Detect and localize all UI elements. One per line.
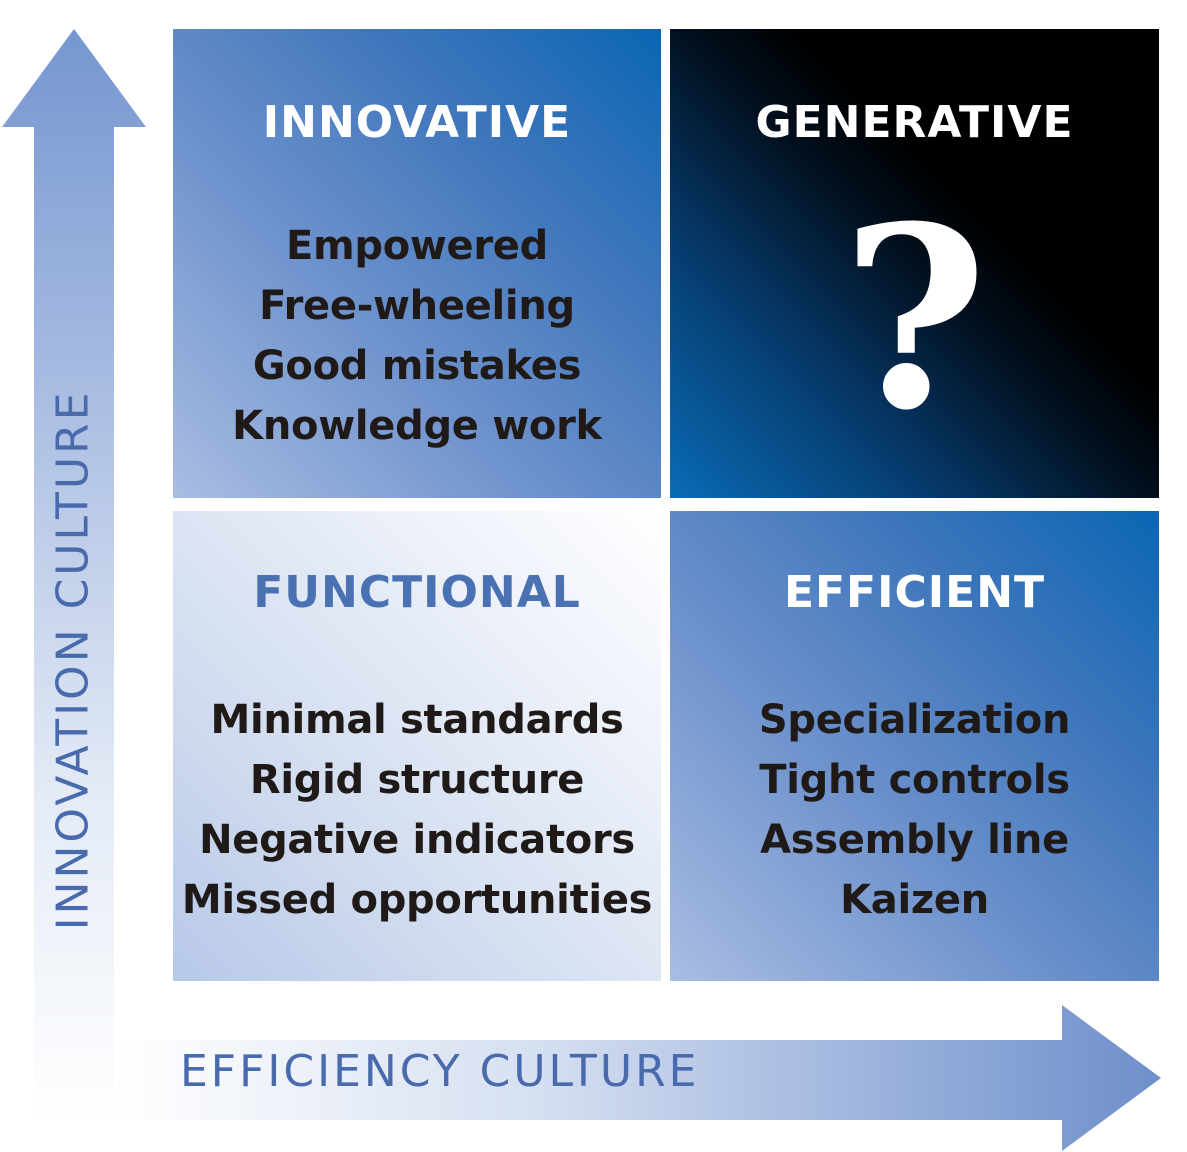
quadrant-items: Specialization Tight controls Assembly l… bbox=[758, 690, 1071, 930]
quadrant-item: Good mistakes bbox=[252, 343, 582, 389]
quadrant-item: Empowered bbox=[285, 223, 548, 269]
x-axis-label: EFFICIENCY CULTURE bbox=[180, 1046, 700, 1097]
y-axis-label: INNOVATION CULTURE bbox=[47, 389, 99, 931]
quadrant-item: Tight controls bbox=[759, 757, 1070, 803]
quadrant-item: Rigid structure bbox=[249, 757, 585, 803]
quadrant-items: Minimal standards Rigid structure Negati… bbox=[181, 690, 653, 930]
quadrant-items: Empowered Free-wheeling Good mistakes Kn… bbox=[232, 216, 602, 456]
quadrant-item: Free-wheeling bbox=[259, 283, 575, 329]
quadrant-item: Missed opportunities bbox=[181, 877, 653, 923]
x-axis-arrow bbox=[114, 1005, 1161, 1151]
quadrant-functional: FUNCTIONAL Minimal standards Rigid struc… bbox=[173, 511, 661, 981]
quadrant-title: EFFICIENT bbox=[783, 567, 1046, 618]
quadrant-innovative: INNOVATIVE Empowered Free-wheeling Good … bbox=[173, 29, 661, 498]
quadrant-item: Knowledge work bbox=[232, 403, 602, 449]
quadrant-generative: GENERATIVE ? bbox=[670, 29, 1159, 498]
quadrant-efficient: EFFICIENT Specialization Tight controls … bbox=[670, 511, 1159, 981]
question-mark-icon: ? bbox=[841, 171, 988, 465]
quadrant-item: Specialization bbox=[758, 697, 1071, 743]
quadrant-item: Kaizen bbox=[840, 877, 989, 923]
quadrant-title: FUNCTIONAL bbox=[253, 567, 581, 618]
quadrant-item: Minimal standards bbox=[210, 697, 624, 743]
y-axis-arrow bbox=[2, 29, 146, 1125]
quadrant-title: INNOVATIVE bbox=[262, 97, 572, 148]
quadrant-title: GENERATIVE bbox=[755, 97, 1074, 148]
quadrant-item: Negative indicators bbox=[199, 817, 635, 863]
quadrant-item: Assembly line bbox=[760, 817, 1069, 863]
